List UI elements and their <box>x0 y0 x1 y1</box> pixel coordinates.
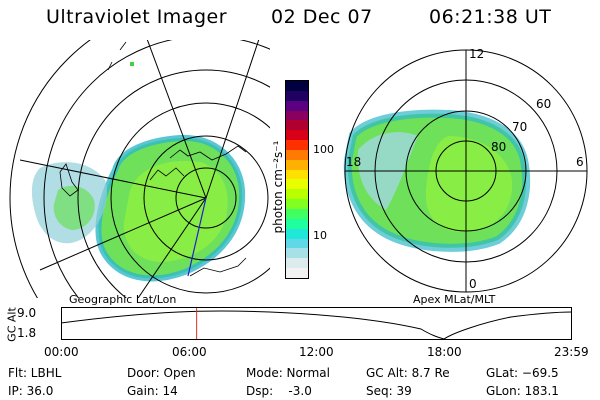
status-dsp: Dsp: -3.0 <box>246 384 312 398</box>
colorbar-stripe <box>286 228 308 239</box>
colorbar-stripe <box>286 248 308 259</box>
altitude-xtick-0: 00:00 <box>44 345 79 359</box>
status-gain: Gain: 14 <box>127 384 178 398</box>
instrument-title: Ultraviolet Imager <box>46 6 228 28</box>
colorbar-stripe <box>286 120 308 131</box>
mlt-label-0: 0 <box>469 277 477 291</box>
colorbar-stripe <box>286 140 308 150</box>
mlat-label-80: 80 <box>491 140 507 154</box>
colorbar-tick-10: 10 <box>313 229 327 242</box>
geographic-image <box>9 40 270 298</box>
colorbar-stripe <box>286 90 308 101</box>
time-label: 06:21:38 UT <box>429 6 552 28</box>
colorbar-stripe <box>286 169 308 180</box>
colorbar-stripe <box>286 208 308 219</box>
colorbar-stripe <box>286 258 308 269</box>
altitude-xtick-4: 23:59 <box>554 345 589 359</box>
status-gc-alt: GC Alt: 8.7 Re <box>366 366 450 380</box>
colorbar-stripe <box>286 218 308 229</box>
mlt-label-18: 18 <box>346 155 362 169</box>
altitude-plot <box>61 307 572 340</box>
colorbar-stripe <box>286 199 308 209</box>
status-filter: Flt: LBHL <box>8 366 62 380</box>
colorbar-stripe <box>286 238 308 249</box>
colorbar-tick-100: 100 <box>313 143 334 156</box>
mlt-label-12: 12 <box>469 47 485 61</box>
status-mode: Mode: Normal <box>246 366 330 380</box>
mlat-label-60: 60 <box>536 97 552 111</box>
colorbar <box>285 80 309 279</box>
status-door: Door: Open <box>127 366 196 380</box>
apex-label: Apex MLat/MLT <box>413 293 496 306</box>
mlat-label-70: 70 <box>512 120 528 134</box>
colorbar-stripe <box>286 110 308 121</box>
colorbar-stripe <box>286 189 308 200</box>
date-label: 02 Dec 07 <box>271 6 373 28</box>
colorbar-stripe <box>286 268 308 278</box>
colorbar-stripe <box>286 179 308 190</box>
status-glat: GLat: −69.5 <box>486 366 559 380</box>
altitude-ytick-max: 9.0 <box>17 306 37 320</box>
altitude-curve <box>61 310 572 340</box>
colorbar-stripe <box>286 149 308 160</box>
status-ip: IP: 36.0 <box>8 384 54 398</box>
status-seq: Seq: 39 <box>366 384 412 398</box>
polar-image <box>343 49 588 293</box>
altitude-xtick-3: 18:00 <box>427 345 462 359</box>
altitude-xtick-1: 06:00 <box>172 345 207 359</box>
colorbar-stripe <box>286 100 308 111</box>
altitude-ytick-min: 1.8 <box>17 326 37 340</box>
geographic-label: Geographic Lat/Lon <box>69 293 177 306</box>
mlt-label-6: 6 <box>576 155 584 169</box>
colorbar-unit-label: photon cm⁻²s⁻¹ <box>271 140 285 234</box>
colorbar-stripe <box>286 130 308 141</box>
colorbar-stripe <box>286 159 308 170</box>
altitude-xtick-2: 12:00 <box>299 345 334 359</box>
colorbar-stripe <box>286 81 308 91</box>
status-glon: GLon: 183.1 <box>486 384 559 398</box>
